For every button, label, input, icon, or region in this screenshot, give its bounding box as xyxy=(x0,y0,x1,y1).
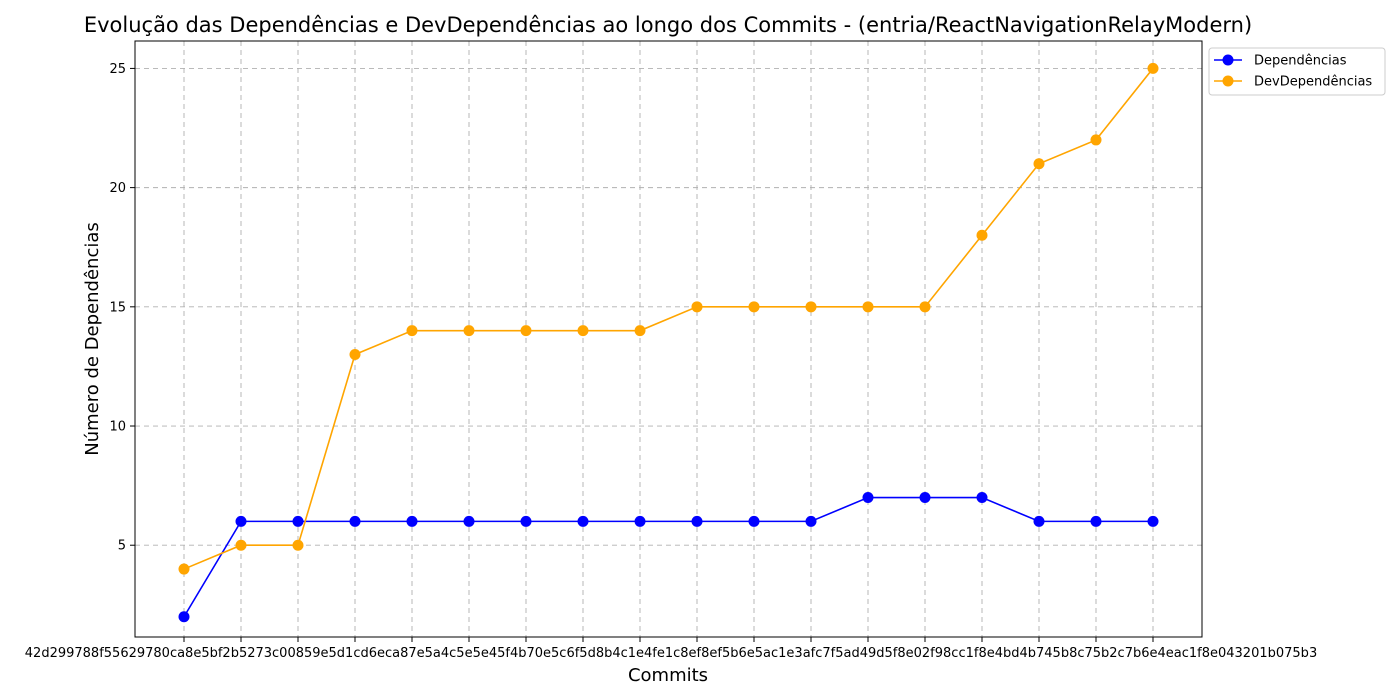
series-group xyxy=(178,62,1159,623)
data-point xyxy=(976,229,988,241)
data-point xyxy=(862,492,874,504)
y-axis-label: Número de Dependências xyxy=(82,222,103,456)
legend-marker xyxy=(1222,54,1234,66)
x-tick-labels: 42d299788f55629780ca8e5bf2b5273c00859e5d… xyxy=(25,646,1317,661)
data-point xyxy=(349,348,361,360)
x-axis-label: Commits xyxy=(628,665,708,686)
y-tick-label: 20 xyxy=(109,181,126,196)
data-point xyxy=(463,515,475,527)
data-point xyxy=(691,515,703,527)
series-line xyxy=(183,67,1154,570)
data-point xyxy=(463,325,475,337)
data-point xyxy=(919,492,931,504)
y-axis: 5 10 15 20 25 xyxy=(109,62,135,554)
data-point xyxy=(178,563,190,575)
data-point xyxy=(1147,515,1159,527)
data-point xyxy=(178,611,190,623)
data-point xyxy=(349,515,361,527)
y-tick-label: 25 xyxy=(109,62,126,77)
data-point xyxy=(748,515,760,527)
plot-area xyxy=(134,40,1203,638)
grid xyxy=(135,41,1202,637)
data-point xyxy=(1090,515,1102,527)
y-tick-label: 15 xyxy=(109,300,126,315)
data-point xyxy=(292,515,304,527)
data-point xyxy=(1033,515,1045,527)
x-axis xyxy=(183,637,1154,642)
data-point xyxy=(1033,158,1045,170)
legend-label: Dependências xyxy=(1254,54,1347,69)
data-point xyxy=(292,539,304,551)
legend-frame xyxy=(1208,47,1386,96)
data-point xyxy=(634,325,646,337)
series-1 xyxy=(178,492,1159,623)
data-point xyxy=(1147,62,1159,74)
data-point xyxy=(406,515,418,527)
data-point xyxy=(634,515,646,527)
data-point xyxy=(805,301,817,313)
legend-label: DevDependências xyxy=(1254,75,1372,90)
series-line xyxy=(183,496,1153,618)
legend-marker xyxy=(1222,75,1234,87)
data-point xyxy=(691,301,703,313)
data-point xyxy=(862,301,874,313)
data-point xyxy=(748,301,760,313)
data-point xyxy=(235,515,247,527)
chart-title: Evolução das Dependências e DevDependênc… xyxy=(84,13,1252,37)
data-point xyxy=(577,325,589,337)
data-point xyxy=(406,325,418,337)
data-point xyxy=(919,301,931,313)
data-point xyxy=(235,539,247,551)
data-point xyxy=(520,325,532,337)
data-point xyxy=(976,492,988,504)
data-point xyxy=(805,515,817,527)
y-tick-label: 5 xyxy=(118,539,126,554)
data-point xyxy=(1090,134,1102,146)
data-point xyxy=(577,515,589,527)
data-point xyxy=(520,515,532,527)
legend: Dependências DevDependências xyxy=(1208,47,1386,96)
y-tick-label: 10 xyxy=(109,420,126,435)
series-2 xyxy=(178,62,1159,575)
